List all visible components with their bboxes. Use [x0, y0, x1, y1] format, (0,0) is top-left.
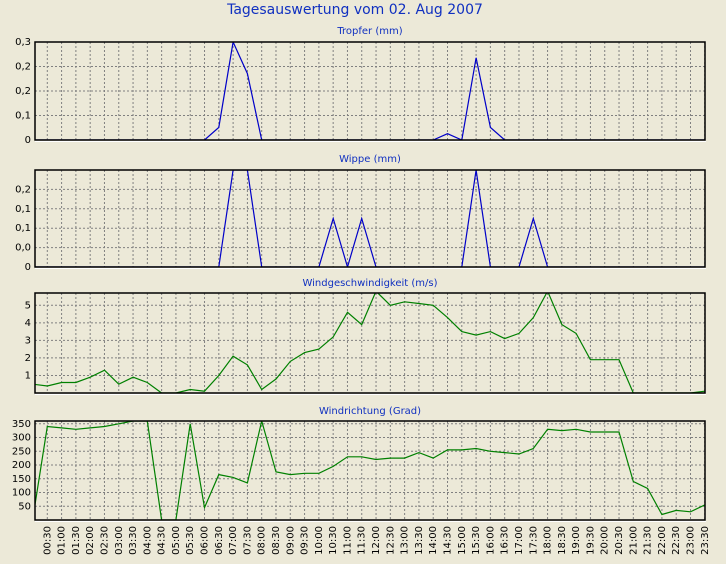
x-tick-label: 07:30 — [242, 526, 253, 555]
plot-frame — [34, 169, 706, 268]
plot-frame — [34, 292, 706, 394]
x-tick-label: 04:00 — [142, 526, 153, 555]
y-tick-label: 0,2 — [15, 86, 31, 97]
y-tick-label: 5 — [25, 300, 31, 311]
x-tick-label: 16:30 — [500, 526, 511, 555]
y-tick-label: 4 — [25, 318, 31, 329]
x-tick-label: 03:00 — [114, 526, 125, 555]
x-tick-label: 16:00 — [485, 526, 496, 555]
plot-area — [35, 170, 705, 267]
plot-frame — [34, 420, 706, 521]
y-tick-label: 250 — [12, 446, 31, 457]
x-tick-label: 07:00 — [228, 526, 239, 555]
x-tick-label: 13:30 — [414, 526, 425, 555]
x-tick-label: 09:30 — [300, 526, 311, 555]
y-tick-label: 2 — [25, 353, 31, 364]
data-line — [35, 293, 705, 393]
x-tick-label: 23:30 — [700, 526, 711, 555]
x-tick-label: 02:00 — [85, 526, 96, 555]
panel-title: Tropfer (mm) — [336, 26, 402, 37]
plot-frame — [34, 41, 706, 141]
data-line — [35, 170, 705, 267]
x-tick-label: 18:30 — [557, 526, 568, 555]
y-tick-label: 0,2 — [15, 62, 31, 73]
x-tick-label: 11:00 — [342, 526, 353, 555]
panel-title: Windrichtung (Grad) — [319, 406, 421, 417]
x-tick-label: 19:00 — [571, 526, 582, 555]
y-tick-label: 0,0 — [15, 243, 31, 254]
x-tick-label: 20:00 — [600, 526, 611, 555]
y-tick-label: 0,1 — [15, 204, 31, 215]
plot-area — [35, 421, 705, 520]
x-tick-label: 12:00 — [371, 526, 382, 555]
y-tick-label: 0,1 — [15, 111, 31, 122]
chart-title: Tagesauswertung vom 02. Aug 2007 — [226, 2, 483, 18]
panel-title: Wippe (mm) — [339, 154, 401, 165]
x-tick-label: 19:30 — [585, 526, 596, 555]
y-tick-label: 0,1 — [15, 223, 31, 234]
x-tick-label: 01:00 — [57, 526, 68, 555]
y-tick-label: 150 — [12, 474, 31, 485]
x-tick-label: 15:00 — [457, 526, 468, 555]
x-tick-label: 00:30 — [42, 526, 53, 555]
x-tick-label: 02:30 — [99, 526, 110, 555]
plot-area — [35, 42, 705, 140]
x-tick-label: 21:30 — [643, 526, 654, 555]
y-tick-label: 50 — [18, 501, 31, 512]
y-tick-label: 300 — [12, 433, 31, 444]
x-tick-label: 23:00 — [685, 526, 696, 555]
plot-area — [35, 293, 705, 393]
x-tick-label: 05:30 — [185, 526, 196, 555]
x-tick-label: 09:00 — [285, 526, 296, 555]
x-tick-label: 06:30 — [214, 526, 225, 555]
x-tick-label: 13:00 — [400, 526, 411, 555]
x-tick-label: 17:30 — [528, 526, 539, 555]
y-tick-label: 0 — [25, 262, 31, 273]
x-tick-label: 03:30 — [128, 526, 139, 555]
data-line — [35, 421, 705, 520]
y-tick-label: 200 — [12, 460, 31, 471]
y-tick-label: 1 — [25, 370, 31, 381]
y-tick-label: 0,3 — [15, 37, 31, 48]
x-tick-label: 14:30 — [443, 526, 454, 555]
x-tick-label: 08:30 — [271, 526, 282, 555]
panel-title: Windgeschwindigkeit (m/s) — [302, 278, 437, 289]
x-tick-label: 18:00 — [543, 526, 554, 555]
x-tick-label: 17:00 — [514, 526, 525, 555]
x-tick-label: 06:00 — [200, 526, 211, 555]
x-tick-label: 08:00 — [257, 526, 268, 555]
x-tick-label: 12:30 — [385, 526, 396, 555]
x-tick-label: 01:30 — [71, 526, 82, 555]
x-tick-label: 20:30 — [614, 526, 625, 555]
x-tick-label: 22:30 — [671, 526, 682, 555]
x-tick-label: 10:30 — [328, 526, 339, 555]
x-tick-label: 15:30 — [471, 526, 482, 555]
x-tick-label: 11:30 — [357, 526, 368, 555]
y-tick-label: 0,2 — [15, 184, 31, 195]
y-tick-label: 0 — [25, 135, 31, 146]
x-tick-label: 22:00 — [657, 526, 668, 555]
x-tick-label: 14:00 — [428, 526, 439, 555]
x-tick-label: 05:00 — [171, 526, 182, 555]
x-tick-label: 21:00 — [628, 526, 639, 555]
y-tick-label: 3 — [25, 335, 31, 346]
x-tick-label: 10:00 — [314, 526, 325, 555]
y-tick-label: 100 — [12, 488, 31, 499]
x-tick-label: 04:30 — [157, 526, 168, 555]
y-tick-label: 350 — [12, 419, 31, 430]
